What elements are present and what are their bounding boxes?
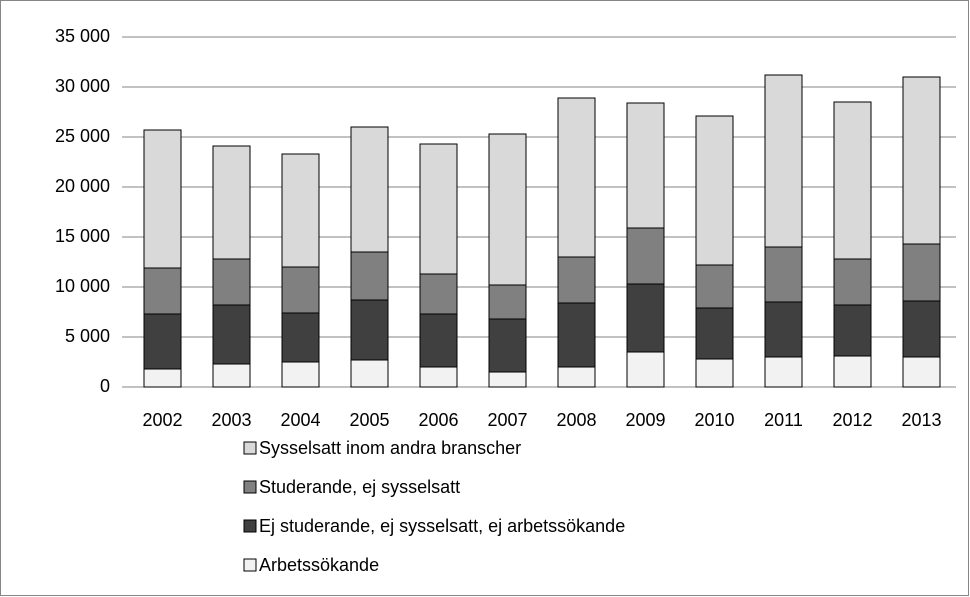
bar-segment — [764, 301, 803, 358]
y-tick-label: 10 000 — [55, 276, 110, 296]
legend-label: Ej studerande, ej sysselsatt, ej arbetss… — [259, 516, 625, 536]
x-tick-label: 2006 — [418, 410, 458, 430]
bar-segment — [488, 371, 527, 388]
legend-swatch — [243, 558, 257, 572]
legend-label: Arbetssökande — [259, 555, 379, 575]
bar-segment — [350, 359, 389, 388]
bar-segment — [212, 304, 251, 365]
bar-segment — [695, 264, 734, 309]
bar-segment — [419, 366, 458, 388]
bar-segment — [419, 273, 458, 315]
bar-segment — [419, 143, 458, 275]
bar-segment — [695, 307, 734, 360]
bar-segment — [626, 227, 665, 285]
x-tick-label: 2013 — [901, 410, 941, 430]
bar-segment — [488, 318, 527, 373]
x-tick-label: 2004 — [280, 410, 320, 430]
legend-label: Studerande, ej sysselsatt — [259, 477, 460, 497]
bar-segment — [626, 102, 665, 229]
x-tick-label: 2008 — [556, 410, 596, 430]
bar-segment — [281, 266, 320, 314]
bar-segment — [212, 363, 251, 388]
bar-segment — [902, 356, 941, 388]
x-tick-label: 2009 — [625, 410, 665, 430]
bar-segment — [833, 304, 872, 357]
bar-segment — [833, 258, 872, 306]
y-tick-label: 15 000 — [55, 226, 110, 246]
bar-segment — [212, 258, 251, 306]
bar-segment — [626, 351, 665, 388]
x-tick-label: 2007 — [487, 410, 527, 430]
bar-segment — [143, 368, 182, 388]
y-tick-label: 30 000 — [55, 76, 110, 96]
bar-segment — [488, 284, 527, 320]
bar-segment — [695, 115, 734, 266]
legend-swatch — [243, 519, 257, 533]
bar-segment — [764, 74, 803, 248]
bar-segment — [833, 101, 872, 260]
x-tick-label: 2012 — [832, 410, 872, 430]
bar-segment — [833, 355, 872, 388]
bar-segment — [350, 251, 389, 301]
x-tick-label: 2002 — [142, 410, 182, 430]
y-tick-label: 5 000 — [65, 326, 110, 346]
bar-segment — [764, 356, 803, 388]
y-tick-label: 25 000 — [55, 126, 110, 146]
bar-segment — [350, 299, 389, 361]
bar-segment — [488, 133, 527, 286]
y-tick-label: 0 — [100, 376, 110, 396]
bar-segment — [143, 267, 182, 315]
bar-segment — [212, 145, 251, 260]
bar-segment — [902, 76, 941, 245]
bar-segment — [557, 366, 596, 388]
y-tick-label: 20 000 — [55, 176, 110, 196]
legend-label: Sysselsatt inom andra branscher — [259, 438, 521, 458]
bar-segment — [902, 243, 941, 302]
bar-segment — [281, 153, 320, 268]
bar-segment — [557, 256, 596, 304]
y-tick-label: 35 000 — [55, 26, 110, 46]
bar-segment — [281, 312, 320, 363]
bar-segment — [695, 358, 734, 388]
bar-segment — [764, 246, 803, 303]
bar-segment — [626, 283, 665, 353]
bar-segment — [902, 300, 941, 358]
bar-segment — [281, 361, 320, 388]
x-tick-label: 2010 — [694, 410, 734, 430]
x-tick-label: 2003 — [211, 410, 251, 430]
x-tick-label: 2005 — [349, 410, 389, 430]
legend-swatch — [243, 441, 257, 455]
bar-segment — [143, 129, 182, 269]
bar-segment — [557, 302, 596, 368]
x-tick-label: 2011 — [764, 410, 803, 430]
bar-segment — [419, 313, 458, 368]
legend-swatch — [243, 480, 257, 494]
bar-segment — [557, 97, 596, 258]
bar-segment — [143, 313, 182, 370]
bar-segment — [350, 126, 389, 253]
